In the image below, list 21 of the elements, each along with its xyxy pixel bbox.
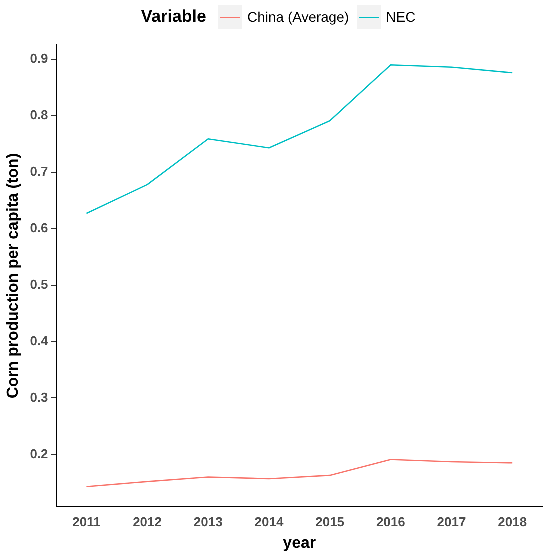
x-tick-label: 2014	[254, 514, 284, 530]
x-tick-label: 2018	[498, 514, 528, 530]
y-tick-label: 0.2	[30, 446, 48, 462]
x-tick-label: 2017	[437, 514, 466, 530]
legend-label: China (Average)	[247, 9, 350, 25]
legend-label: NEC	[386, 9, 416, 25]
y-tick-label: 0.3	[30, 390, 48, 405]
x-axis-title: year	[283, 534, 316, 552]
y-tick-label: 0.7	[30, 164, 48, 179]
x-tick-label: 2013	[194, 514, 223, 530]
x-tick-label: 2016	[376, 514, 406, 530]
y-tick-label: 0.9	[30, 51, 48, 66]
y-tick-label: 0.6	[30, 220, 48, 236]
y-tick-label: 0.5	[30, 276, 48, 292]
y-tick-label: 0.4	[30, 333, 50, 348]
x-tick-label: 2011	[72, 514, 101, 530]
x-tick-label: 2012	[133, 514, 162, 530]
y-tick-label: 0.8	[30, 108, 48, 123]
x-tick-label: 2015	[316, 514, 345, 530]
y-axis-title: Corn production per capita (ton)	[5, 153, 22, 399]
legend-title: Variable	[141, 7, 206, 27]
